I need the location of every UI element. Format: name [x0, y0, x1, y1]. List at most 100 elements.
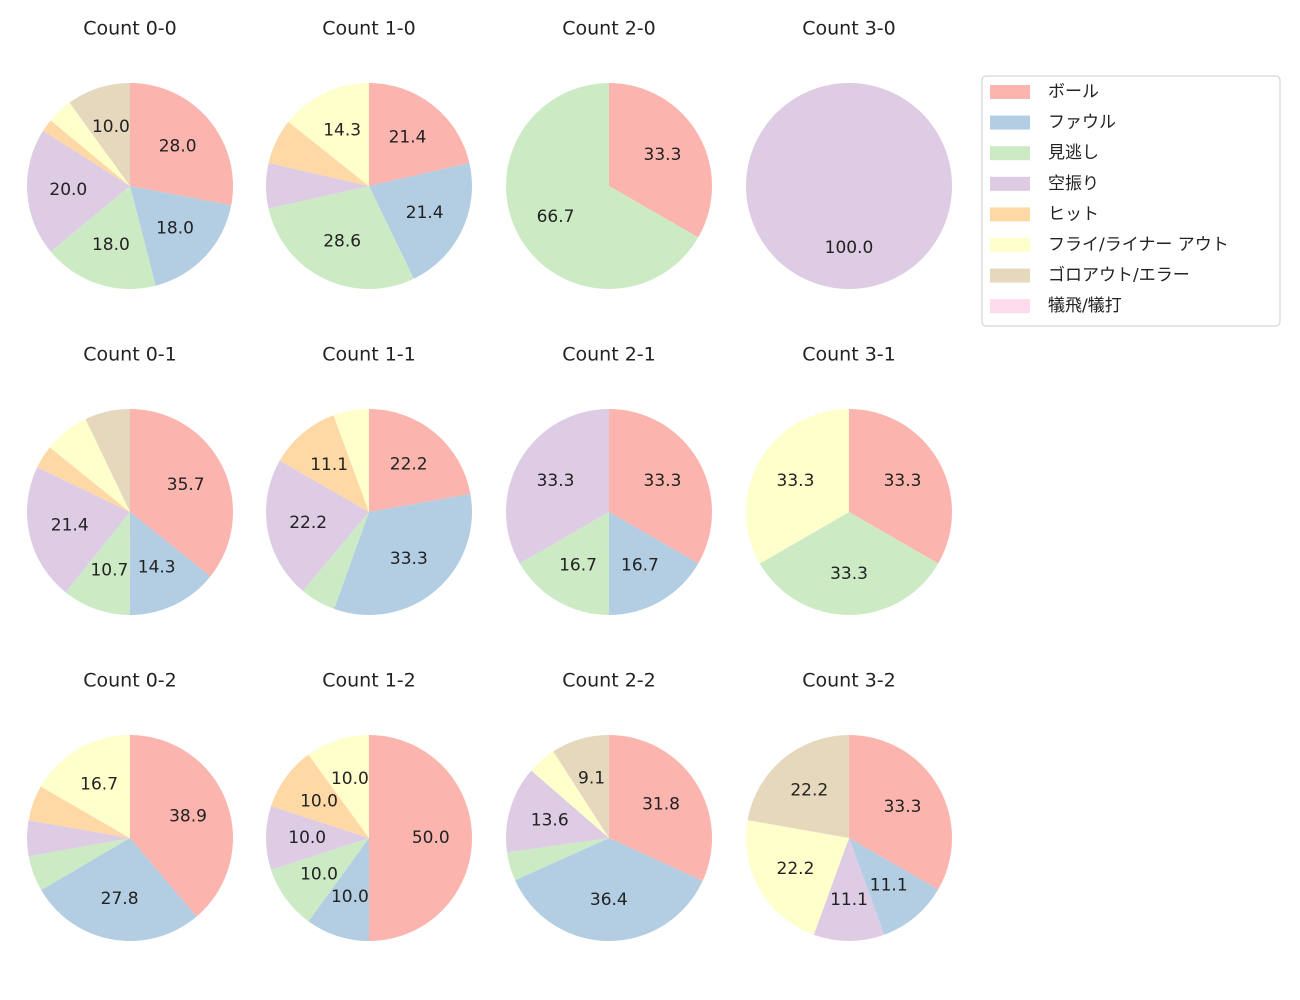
data-label: 36.4: [590, 890, 628, 910]
pie-slice: [308, 735, 369, 838]
pie-slice: [40, 735, 130, 838]
pie-slice: [506, 409, 609, 564]
pie-slice: [43, 120, 130, 186]
pie-slice: [266, 163, 369, 209]
data-label: 20.0: [49, 180, 87, 200]
data-label: 16.7: [559, 555, 597, 575]
legend-label: ゴロアウト/エラー: [1048, 265, 1190, 286]
pie-slice: [37, 447, 130, 512]
data-label: 28.0: [159, 137, 197, 157]
data-label: 33.3: [644, 145, 682, 165]
legend-label: ボール: [1048, 82, 1099, 102]
pie-slice: [746, 820, 849, 935]
chart-title: Count 3-1: [802, 344, 896, 366]
pie-slice: [129, 512, 211, 615]
pie-slice: [279, 415, 369, 512]
pie-slice: [41, 838, 197, 941]
legend-swatch: [990, 115, 1030, 130]
legend-swatch: [990, 299, 1030, 314]
pie-slice: [271, 838, 369, 922]
data-label: 11.1: [310, 455, 348, 475]
pie-slice: [609, 409, 712, 564]
legend-swatch: [990, 268, 1030, 283]
chart-title: Count 2-2: [562, 670, 656, 692]
pie-slice: [609, 512, 699, 615]
data-label: 28.6: [323, 232, 361, 252]
data-label: 38.9: [169, 807, 207, 827]
data-label: 21.4: [406, 203, 444, 223]
data-label: 50.0: [412, 828, 450, 848]
pie-slice: [849, 409, 952, 564]
chart-title: Count 0-0: [83, 18, 177, 40]
pie-slice: [746, 83, 952, 289]
data-label: 27.8: [101, 889, 139, 909]
data-label: 10.0: [300, 792, 338, 812]
data-label: 14.3: [138, 558, 176, 578]
pie-slice: [50, 102, 131, 186]
data-label: 10.0: [300, 864, 338, 884]
pie-slice: [265, 806, 369, 870]
legend-swatch: [990, 85, 1030, 99]
data-label: 33.3: [884, 797, 922, 817]
pie-slice: [519, 512, 609, 615]
chart-title: Count 0-1: [83, 344, 177, 366]
pie-slice: [747, 735, 849, 838]
pie-slice: [130, 83, 233, 206]
pie-slice: [813, 838, 885, 942]
pie-slice: [759, 512, 939, 615]
legend-box: [981, 75, 1281, 327]
pie-slice: [369, 409, 471, 512]
data-label: 9.1: [578, 769, 605, 789]
data-label: 21.4: [51, 516, 89, 536]
data-label: 100.0: [825, 238, 874, 258]
pie-slice: [130, 409, 234, 577]
pie-slice: [369, 163, 472, 279]
pie-slice: [268, 121, 369, 186]
pie-slice: [745, 409, 849, 564]
chart-title: Count 0-2: [83, 670, 177, 692]
data-label: 33.3: [644, 471, 682, 491]
data-label: 66.7: [537, 207, 575, 227]
data-label: 18.0: [156, 218, 194, 238]
data-label: 33.3: [390, 549, 428, 569]
pie-slice: [268, 186, 414, 290]
pie-slice: [333, 409, 369, 512]
pie-slice: [27, 820, 130, 857]
data-label: 33.3: [884, 471, 922, 491]
legend-swatch: [990, 146, 1030, 161]
chart-title: Count 2-0: [562, 18, 656, 40]
pie-slice: [308, 838, 369, 941]
data-label: 22.2: [777, 859, 815, 879]
data-label: 10.0: [331, 769, 369, 789]
chart-title: Count 1-0: [322, 18, 416, 40]
data-label: 22.2: [790, 781, 828, 801]
pie-slice: [609, 735, 712, 881]
legend-label: フライ/ライナー アウト: [1048, 235, 1229, 255]
pie-slice: [130, 735, 233, 917]
data-label: 10.0: [331, 887, 369, 907]
data-label: 16.7: [80, 774, 118, 794]
pie-slice: [69, 83, 130, 186]
data-label: 11.1: [870, 875, 908, 895]
legend-label: 空振り: [1048, 174, 1099, 194]
pie-slice: [49, 419, 130, 512]
pie-slice: [26, 467, 130, 593]
pie-slice: [28, 786, 131, 838]
data-label: 10.7: [90, 560, 128, 580]
data-label: 11.1: [830, 890, 868, 910]
chart-title: Count 3-0: [802, 18, 896, 40]
data-label: 22.2: [289, 513, 327, 533]
pie-slice: [27, 130, 131, 252]
legend-swatch: [990, 238, 1030, 252]
legend-label: ヒット: [1048, 204, 1099, 224]
data-label: 14.3: [323, 120, 361, 140]
legend-label: 犠飛/犠打: [1048, 296, 1122, 316]
data-label: 13.6: [531, 810, 569, 830]
pie-slice: [302, 512, 369, 609]
data-label: 21.4: [389, 128, 427, 148]
data-label: 10.0: [288, 828, 326, 848]
data-label: 33.3: [537, 471, 575, 491]
chart-title: Count 3-2: [802, 670, 896, 692]
pie-slice: [849, 838, 939, 935]
pie-slice: [266, 460, 369, 591]
